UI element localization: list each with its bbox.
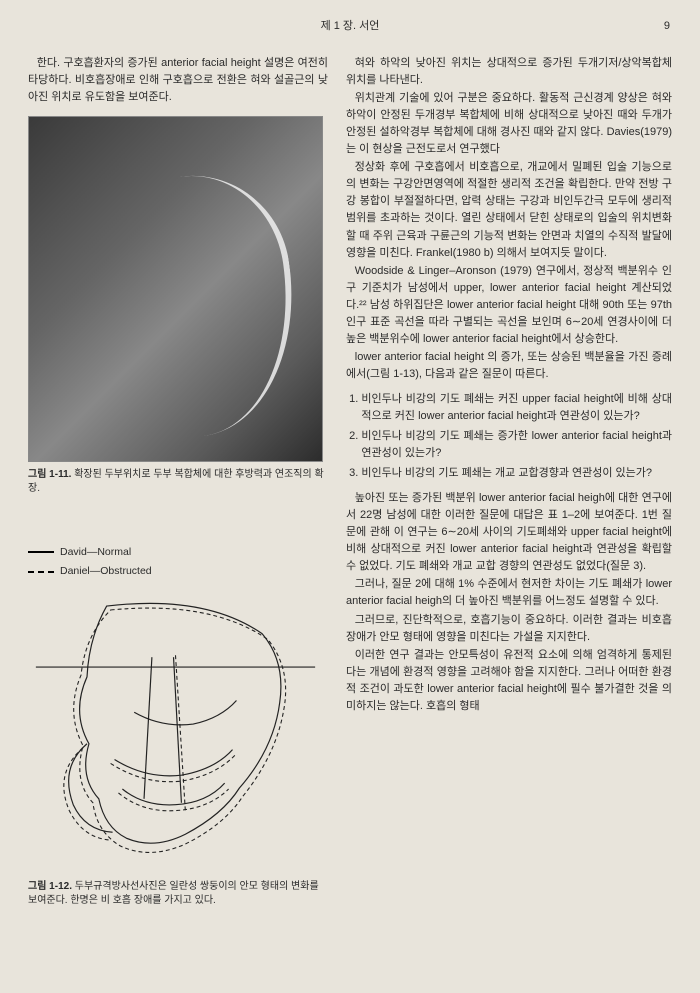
body-text: Woodside & Linger–Aronson (1979) 연구에서, 정…	[346, 263, 672, 348]
figure-caption: 그림 1-11. 확장된 두부위치로 두부 복합체에 대한 후방력과 연조직의 …	[28, 468, 328, 496]
body-text: 위치관계 기술에 있어 구분은 중요하다. 활동적 근신경계 양상은 혀와 하악…	[346, 90, 672, 158]
body-text: 그러므로, 진단학적으로, 호흡기능이 중요하다. 이러한 결과는 비호흡장애가…	[346, 612, 672, 646]
body-text: 한다. 구호흡환자의 증가된 anterior facial height 설명…	[28, 55, 328, 106]
figure-caption-text: 확장된 두부위치로 두부 복합체에 대한 후방력과 연조직의 확장.	[28, 469, 324, 494]
figure-label: 그림 1-12.	[28, 881, 72, 892]
body-text: 이러한 연구 결과는 안모특성이 유전적 요소에 의해 엄격하게 통제된다는 개…	[346, 647, 672, 715]
legend-row-obstructed: Daniel—Obstructed	[28, 563, 328, 579]
list-item: 비인두나 비강의 기도 폐쇄는 개교 교합경향과 연관성이 있는가?	[361, 465, 672, 482]
left-column: 한다. 구호흡환자의 증가된 anterior facial height 설명…	[28, 55, 328, 908]
body-text: lower anterior facial height 의 증가, 또는 상승…	[346, 349, 672, 383]
cephalogram-svg	[28, 584, 323, 874]
list-item: 비인두나 비강의 기도 폐쇄는 증가한 lower anterior facia…	[361, 428, 672, 462]
legend-label: Daniel—Obstructed	[60, 563, 152, 579]
dashed-line-icon	[28, 571, 54, 573]
legend-row-normal: David—Normal	[28, 544, 328, 560]
figure-1-11: 그림 1-11. 확장된 두부위치로 두부 복합체에 대한 후방력과 연조직의 …	[28, 116, 328, 496]
two-column-layout: 한다. 구호흡환자의 증가된 anterior facial height 설명…	[28, 55, 672, 908]
right-column: 혀와 하악의 낮아진 위치는 상대적으로 증가된 두개기저/상악복합체 위치를 …	[346, 55, 672, 908]
body-text: 그러나, 질문 2에 대해 1% 수준에서 현저한 차이는 기도 폐쇄가 low…	[346, 576, 672, 610]
solid-line-icon	[28, 551, 54, 553]
page-number: 9	[630, 18, 670, 35]
header-left	[30, 18, 70, 35]
body-text: 높아진 또는 증가된 백분위 lower anterior facial hei…	[346, 490, 672, 575]
list-item: 비인두나 비강의 기도 폐쇄는 커진 upper facial height에 …	[361, 391, 672, 425]
page-header: 제 1 장. 서언 9	[28, 18, 672, 35]
figure-label: 그림 1-11.	[28, 469, 71, 480]
chapter-title: 제 1 장. 서언	[70, 18, 630, 35]
figure-caption: 그림 1-12. 두부규격방사선사진은 일란성 쌍둥이의 안모 형태의 변화를 …	[28, 880, 328, 908]
figure-1-12-cephalogram	[28, 584, 323, 874]
question-list: 비인두나 비강의 기도 폐쇄는 커진 upper facial height에 …	[361, 391, 672, 482]
legend-label: David—Normal	[60, 544, 131, 560]
body-text: 정상화 후에 구호흡에서 비호흡으로, 개교에서 밀폐된 입술 기능으로의 변화…	[346, 159, 672, 261]
xray-image	[28, 116, 323, 462]
body-text: 혀와 하악의 낮아진 위치는 상대적으로 증가된 두개기저/상악복합체 위치를 …	[346, 55, 672, 89]
legend: David—Normal Daniel—Obstructed	[28, 544, 328, 580]
figure-caption-text: 두부규격방사선사진은 일란성 쌍둥이의 안모 형태의 변화를 보여준다. 한명은…	[28, 881, 319, 906]
